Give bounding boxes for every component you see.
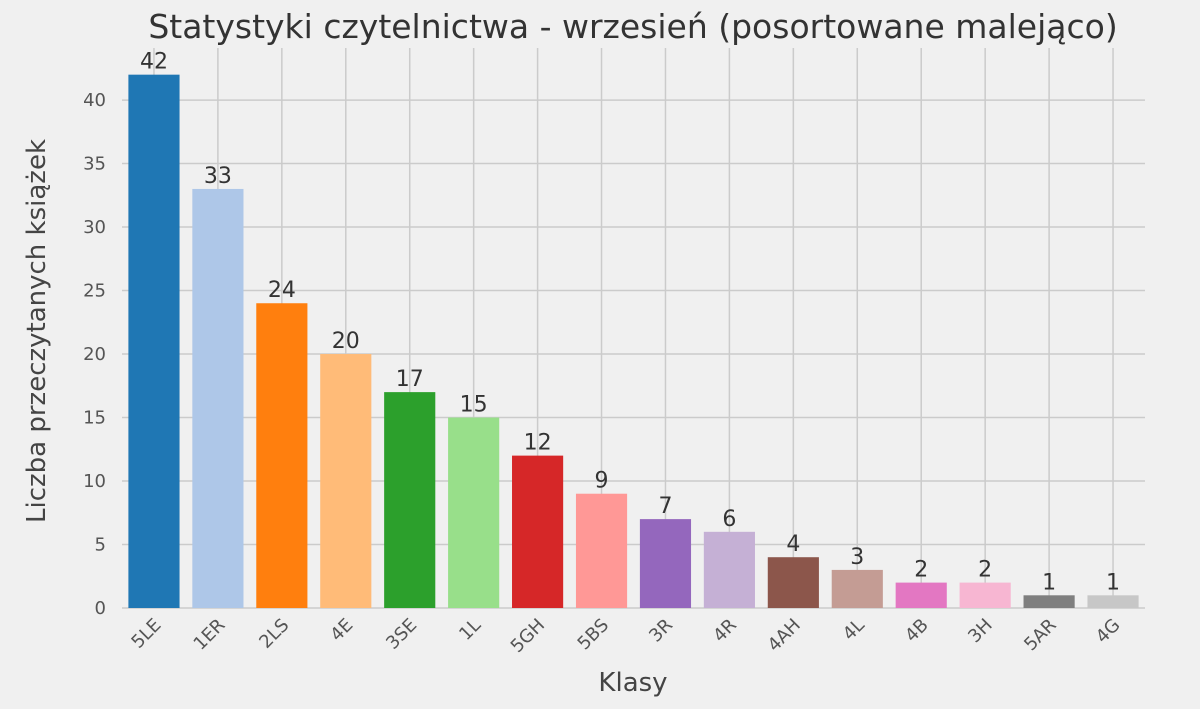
bar-4L <box>831 569 883 608</box>
x-axis-label: Klasy <box>598 668 667 698</box>
bar-5LE <box>128 74 180 608</box>
data-label-4E: 20 <box>332 329 360 354</box>
data-label-1L: 15 <box>460 393 488 418</box>
bar-5AR <box>1023 595 1075 608</box>
data-label-5AR: 1 <box>1042 570 1056 595</box>
data-label-2LS: 24 <box>268 278 296 303</box>
data-label-4AH: 4 <box>786 532 800 557</box>
y-tick-label: 5 <box>95 535 106 556</box>
bar-3H <box>959 582 1011 608</box>
y-tick-label: 10 <box>83 471 106 492</box>
bar-2LS <box>256 303 308 608</box>
y-tick-label: 40 <box>83 90 106 111</box>
data-label-3SE: 17 <box>396 367 424 392</box>
y-tick-label: 15 <box>83 408 106 429</box>
bar-4AH <box>767 557 819 608</box>
y-tick-label: 20 <box>83 344 106 365</box>
data-label-4L: 3 <box>850 545 864 570</box>
data-label-4R: 6 <box>722 507 736 532</box>
bar-4G <box>1087 595 1139 608</box>
chart-title: Statystyki czytelnictwa - wrzesień (poso… <box>148 7 1117 46</box>
bar-1L <box>448 417 500 608</box>
data-label-5BS: 9 <box>595 469 609 494</box>
data-labels: 42 33 24 20 17 15 12 9 7 6 4 3 2 2 1 1 <box>140 50 1120 596</box>
bar-3R <box>639 519 692 608</box>
y-tick-label: 0 <box>95 598 106 619</box>
data-label-3H: 2 <box>978 558 992 583</box>
bar-4E <box>320 354 372 608</box>
data-label-5LE: 42 <box>140 50 168 75</box>
data-label-4B: 2 <box>914 558 928 583</box>
y-tick-label: 30 <box>83 217 106 238</box>
bar-4R <box>703 531 755 608</box>
data-label-1ER: 33 <box>204 164 232 189</box>
bar-5GH <box>512 455 564 608</box>
y-axis-ticks: 0 5 10 15 20 25 30 35 40 <box>83 90 106 619</box>
y-axis-label: Liczba przeczytanych książek <box>22 139 52 523</box>
y-tick-label: 35 <box>83 154 106 175</box>
bar-1ER <box>192 188 244 608</box>
y-tick-label: 25 <box>83 281 106 302</box>
bar-3SE <box>384 392 436 608</box>
data-label-4G: 1 <box>1106 570 1120 595</box>
bars <box>128 74 1139 608</box>
data-label-3R: 7 <box>658 494 672 519</box>
bar-4B <box>895 582 947 608</box>
bar-5BS <box>575 493 628 608</box>
data-label-5GH: 12 <box>524 431 552 456</box>
